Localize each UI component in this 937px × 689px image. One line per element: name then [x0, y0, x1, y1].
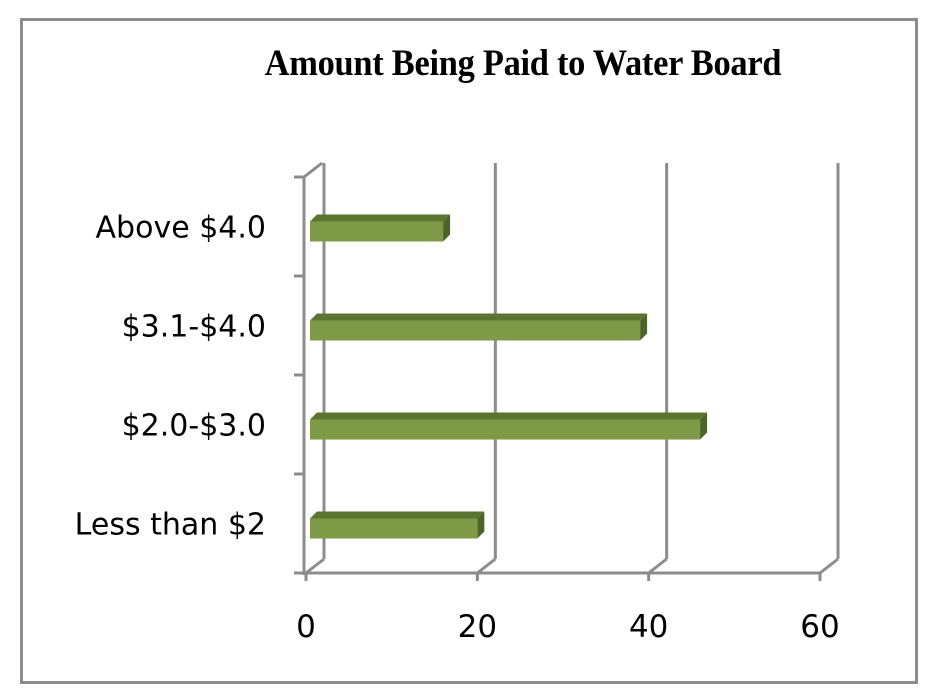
bar-top-face [310, 412, 708, 420]
floor-gridline [819, 557, 839, 575]
bar-side-face [700, 412, 708, 440]
bar-side-face [477, 511, 485, 539]
bar-top-face [310, 313, 648, 321]
bar--2-0-3-0 [310, 419, 701, 440]
category-label: $2.0-$3.0 [122, 409, 266, 444]
x-tick-label: 60 [800, 609, 839, 645]
category-label: Above $4.0 [96, 211, 266, 246]
bar-top-face [310, 511, 485, 519]
bar-top-face [310, 214, 451, 222]
x-tick-label: 20 [458, 609, 497, 645]
bar-above-4-0 [310, 221, 444, 242]
category-label: $3.1-$4.0 [122, 310, 266, 345]
bar-less-than-2 [310, 518, 478, 539]
x-tick-label: 40 [629, 609, 668, 645]
bar-side-face [640, 313, 648, 341]
wall-edge [303, 161, 323, 179]
floor-gridline [647, 557, 668, 575]
floor-gridline [476, 557, 497, 575]
chart-title: Amount Being Paid to Water Board [264, 43, 782, 84]
bar-side-face [443, 214, 451, 242]
x-tick-label: 0 [296, 609, 316, 645]
bar--3-1-4-0 [310, 320, 641, 341]
floor-gridline [305, 557, 325, 575]
category-label: Less than $2 [75, 508, 266, 543]
